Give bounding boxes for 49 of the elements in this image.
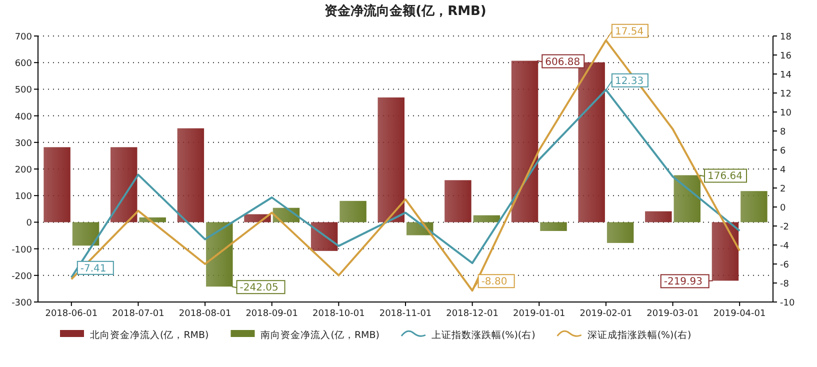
legend-label: 深证成指涨跌幅(%)(右): [587, 329, 692, 341]
y2-tick-label: 0: [780, 204, 786, 214]
y2-tick-label: 8: [780, 128, 786, 138]
x-tick-label: 2018-08-01: [178, 309, 232, 319]
legend-label: 北向资金净流入(亿，RMB): [90, 329, 209, 341]
x-tick-label: 2019-01-01: [512, 309, 566, 319]
x-tick-label: 2019-03-01: [646, 309, 699, 319]
y2-tick-label: -4: [780, 242, 790, 252]
y2-tick-label: 6: [780, 146, 786, 156]
data-label: 17.54: [614, 26, 644, 38]
data-label: 176.64: [708, 171, 743, 182]
y2-tick-label: 18: [780, 32, 792, 42]
y2-tick-label: -10: [780, 298, 795, 308]
x-tick-label: 2019-04-01: [713, 309, 766, 319]
y-tick-label: 500: [14, 86, 32, 96]
legend-label: 上证指数涨跌幅(%)(右): [431, 329, 536, 341]
y-tick-label: 700: [14, 32, 32, 42]
y-tick-label: -100: [12, 245, 32, 256]
y-tick-label: -300: [12, 298, 32, 308]
data-label: 606.88: [545, 56, 580, 68]
x-tick-label: 2018-06-01: [45, 309, 98, 319]
y2-tick-label: 10: [780, 108, 792, 118]
y2-tick-label: 12: [780, 90, 792, 100]
y2-tick-label: 2: [780, 184, 786, 194]
y2-tick-label: -6: [780, 260, 790, 270]
x-tick-label: 2018-09-01: [246, 309, 298, 319]
y2-tick-label: -2: [780, 222, 789, 232]
y-tick-label: 200: [14, 166, 32, 176]
x-tick-label: 2018-10-01: [312, 309, 365, 319]
y-tick-label: 600: [14, 59, 32, 70]
y2-tick-label: 16: [780, 52, 792, 62]
data-label: 12.33: [614, 76, 644, 87]
y2-tick-label: 4: [780, 166, 786, 176]
chart-title: 资金净流向金额(亿，RMB): [324, 3, 486, 19]
data-label: -7.41: [80, 263, 106, 274]
y-tick-label: 100: [14, 192, 32, 202]
y-tick-label: 400: [14, 112, 32, 122]
y-tick-label: -200: [12, 272, 32, 282]
y2-tick-label: -8: [780, 280, 790, 290]
legend-label: 南向资金净流入(亿，RMB): [260, 329, 380, 341]
x-tick-label: 2018-12-01: [446, 309, 498, 319]
y-tick-label: 300: [14, 138, 32, 149]
x-tick-label: 2019-02-01: [580, 309, 632, 319]
x-tick-label: 2018-11-01: [379, 309, 432, 319]
y2-tick-label: 14: [780, 70, 792, 80]
x-tick-label: 2018-07-01: [112, 309, 164, 319]
data-label: -242.05: [240, 282, 278, 294]
data-label: -8.80: [481, 276, 508, 288]
y-tick-label: 0: [26, 218, 32, 229]
